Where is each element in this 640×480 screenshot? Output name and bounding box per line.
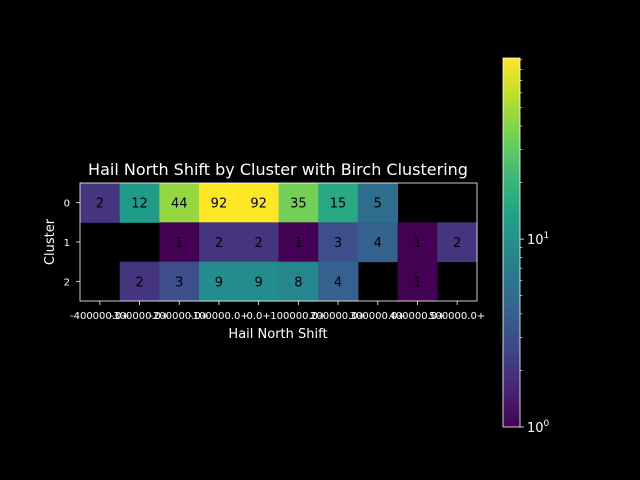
heatmap-cell bbox=[357, 222, 399, 263]
cell-value-label: 9 bbox=[255, 275, 263, 290]
y-axis-ticks: 0 1 2 bbox=[64, 199, 80, 288]
y-tick-label: 1 bbox=[64, 238, 70, 249]
x-tick-label: 0.0+ bbox=[247, 311, 271, 322]
cell-value-label: 44 bbox=[171, 197, 188, 212]
heatmap-cell bbox=[318, 183, 359, 223]
heatmap-cell bbox=[199, 222, 240, 263]
cell-value-label: 1 bbox=[413, 236, 421, 251]
cell-value-label: 92 bbox=[211, 197, 228, 212]
x-tick-label: 500000.0+ bbox=[429, 311, 485, 322]
heatmap-cell bbox=[278, 261, 319, 302]
heatmap-cell bbox=[199, 183, 240, 223]
heatmap-cell bbox=[318, 222, 359, 263]
x-tick-label: -300000.0+ bbox=[110, 311, 170, 322]
colorbar-tick-label: 100 bbox=[527, 419, 550, 436]
heatmap-cell bbox=[437, 222, 478, 263]
x-tick-label: -200000.0+ bbox=[149, 311, 209, 322]
chart-title: Hail North Shift by Cluster with Birch C… bbox=[88, 160, 468, 179]
heatmap-cell bbox=[238, 183, 279, 223]
heatmap-cell bbox=[397, 222, 438, 263]
x-tick-label: 100000.0+ bbox=[270, 311, 326, 322]
heatmap-cell bbox=[278, 183, 319, 223]
y-tick-label: 2 bbox=[64, 277, 70, 288]
cell-value-label: 1 bbox=[294, 236, 302, 251]
cell-value-label: 3 bbox=[175, 275, 183, 290]
cell-value-label: 2 bbox=[255, 236, 263, 251]
cell-value-label: 1 bbox=[413, 275, 421, 290]
y-axis-label: Cluster bbox=[43, 218, 58, 265]
heatmap-cell bbox=[238, 222, 279, 263]
x-tick-label: 400000.0+ bbox=[389, 311, 445, 322]
cell-value-label: 1 bbox=[175, 236, 183, 251]
heatmap-cell bbox=[318, 261, 359, 302]
cell-value-label: 2 bbox=[135, 275, 143, 290]
x-tick-label: -100000.0+ bbox=[189, 311, 249, 322]
x-tick-label: -400000.0+ bbox=[70, 311, 130, 322]
heatmap-cell bbox=[278, 222, 319, 263]
cell-value-label: 5 bbox=[374, 197, 382, 212]
x-tick-label: 200000.0+ bbox=[310, 311, 366, 322]
colorbar-ticks: 100 101 bbox=[520, 59, 550, 436]
heatmap-cell bbox=[199, 261, 240, 302]
cell-value-label: 2 bbox=[96, 197, 104, 212]
x-axis-ticks: -400000.0+-300000.0+-200000.0+-100000.0+… bbox=[70, 301, 485, 322]
cell-value-label: 35 bbox=[290, 197, 307, 212]
cell-value-label: 9 bbox=[215, 275, 223, 290]
colorbar-frame bbox=[502, 57, 521, 428]
cell-value-label: 2 bbox=[215, 236, 223, 251]
heatmap-cell bbox=[357, 183, 399, 223]
heatmap-cell bbox=[80, 183, 121, 223]
x-axis-label: Hail North Shift bbox=[228, 327, 327, 342]
heatmap-cell bbox=[119, 261, 160, 302]
cell-value-label: 92 bbox=[250, 197, 267, 212]
heatmap-cell bbox=[159, 183, 200, 223]
cell-value-label: 15 bbox=[330, 197, 347, 212]
heatmap-cell bbox=[397, 261, 438, 302]
heatmap-cells: 2 12 44 92 92 35 15 51 2 2 1 3 4 1 22 3 9 9 8 4 1 bbox=[80, 183, 478, 302]
cell-value-label: 3 bbox=[334, 236, 342, 251]
heatmap-cell bbox=[159, 222, 200, 263]
colorbar bbox=[503, 58, 520, 427]
x-tick-label: 300000.0+ bbox=[350, 311, 406, 322]
heatmap-cell bbox=[159, 261, 200, 302]
y-tick-label: 0 bbox=[64, 199, 70, 210]
cell-value-label: 12 bbox=[131, 197, 148, 212]
cell-value-label: 4 bbox=[334, 275, 342, 290]
cell-value-label: 4 bbox=[374, 236, 382, 251]
heatmap-cell bbox=[119, 183, 160, 223]
cell-value-label: 8 bbox=[294, 275, 302, 290]
heatmap-cell bbox=[238, 261, 279, 302]
cell-value-label: 2 bbox=[453, 236, 461, 251]
colorbar-tick-label: 101 bbox=[527, 231, 549, 248]
